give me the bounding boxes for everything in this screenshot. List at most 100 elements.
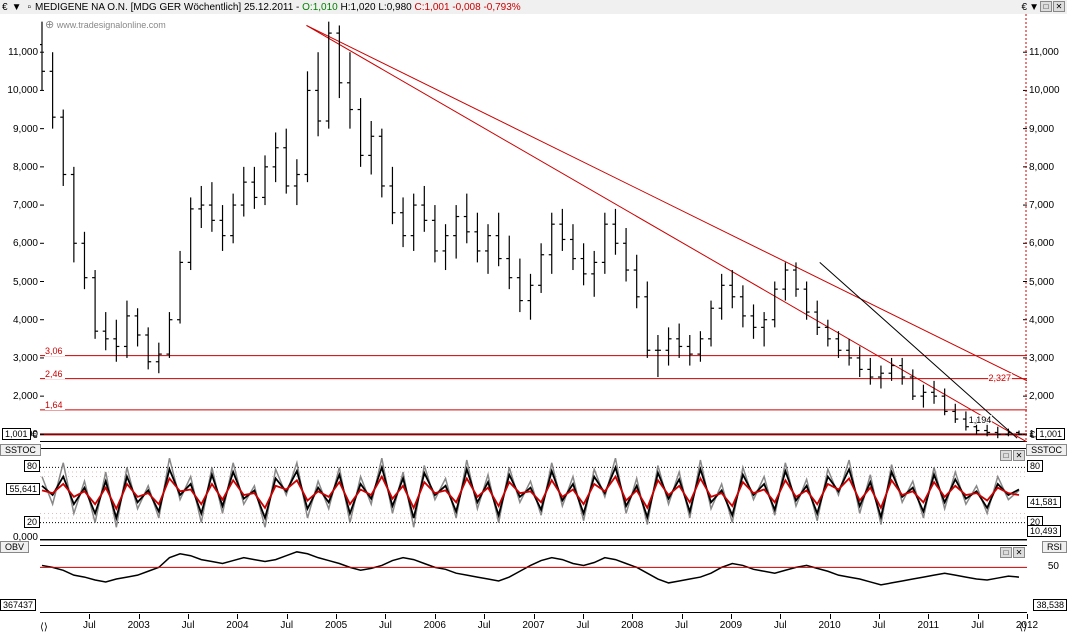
x-tick xyxy=(731,614,732,619)
x-tick-label: Jul xyxy=(971,620,984,631)
sstoc-level-label: 80 xyxy=(1027,460,1043,472)
obv-label-left: OBV xyxy=(0,541,29,553)
y-tick-label: 9,000 xyxy=(13,124,38,135)
y-axis-right-main: 1,0002,0003,0004,0005,0006,0007,0008,000… xyxy=(1027,14,1067,442)
y-tick-label: 9,000 xyxy=(1029,124,1054,135)
rsi-level-label: 50 xyxy=(1048,561,1059,572)
y-tick-label: 4,000 xyxy=(1029,315,1054,326)
x-tick xyxy=(89,614,90,619)
sstoc-window-controls: □ ✕ xyxy=(1000,450,1025,461)
scroll-right-handle[interactable]: ⟨⟩ xyxy=(1019,622,1027,633)
x-tick-label: Jul xyxy=(873,620,886,631)
obv-close-icon[interactable]: ✕ xyxy=(1013,547,1025,558)
y-tick-label: 3,000 xyxy=(1029,353,1054,364)
price-chart-svg xyxy=(40,14,1027,442)
sstoc-indicator-pane[interactable]: □ ✕ xyxy=(40,448,1027,540)
y-tick-label: 6,000 xyxy=(1029,238,1054,249)
y-axis-left-main: 1,0002,0003,0004,0005,0006,0007,0008,000… xyxy=(0,14,40,442)
ticker-title: MEDIGENE NA O.N. [MDG GER Wöchentlich] 2… xyxy=(35,2,521,13)
sstoc-value-tag: 10,493 xyxy=(1027,525,1061,537)
y-tick-label: 10,000 xyxy=(7,85,38,96)
sstoc-value-tag: 55,641 xyxy=(6,483,40,495)
y-tick-label: 2,000 xyxy=(1029,391,1054,402)
chart-header: € ▼ ▫ MEDIGENE NA O.N. [MDG GER Wöchentl… xyxy=(0,0,1067,14)
y-tick-label: 3,000 xyxy=(13,353,38,364)
x-tick xyxy=(188,614,189,619)
scroll-left-handle[interactable]: ⟨⟩ xyxy=(40,622,48,633)
x-tick xyxy=(682,614,683,619)
rsi-value-tag: 38,538 xyxy=(1033,599,1067,611)
x-tick-label: Jul xyxy=(774,620,787,631)
horizontal-line-label: 3,06 xyxy=(45,346,65,356)
x-tick xyxy=(583,614,584,619)
y-tick-label: 2,000 xyxy=(13,391,38,402)
x-tick-label: 2004 xyxy=(226,620,248,631)
window-controls: □ ✕ xyxy=(1040,1,1065,12)
sstoc-close-icon[interactable]: ✕ xyxy=(1013,450,1025,461)
x-tick xyxy=(830,614,831,619)
x-tick-label: 2005 xyxy=(325,620,347,631)
current-price-tag: 1,001 xyxy=(1036,428,1065,440)
sstoc-maximize-icon[interactable]: □ xyxy=(1000,450,1012,461)
currency-label-left: € xyxy=(2,2,8,13)
currency-axis-label: € xyxy=(32,430,38,441)
x-tick xyxy=(336,614,337,619)
x-tick-label: Jul xyxy=(280,620,293,631)
x-tick-label: Jul xyxy=(182,620,195,631)
x-tick xyxy=(484,614,485,619)
x-tick xyxy=(385,614,386,619)
main-price-chart[interactable] xyxy=(40,14,1027,442)
y-tick-label: 11,000 xyxy=(1029,47,1059,58)
x-tick xyxy=(780,614,781,619)
x-tick-label: 2006 xyxy=(424,620,446,631)
x-tick-label: Jul xyxy=(83,620,96,631)
sstoc-level-label: 80 xyxy=(24,460,40,472)
rsi-label-right: RSI xyxy=(1042,541,1067,553)
y-tick-label: 8,000 xyxy=(13,162,38,173)
y-tick-label: 4,000 xyxy=(13,315,38,326)
y-tick-label: 11,000 xyxy=(8,47,38,58)
horizontal-line-label: 1,64 xyxy=(45,400,65,410)
x-tick-label: Jul xyxy=(675,620,688,631)
maximize-icon[interactable]: □ xyxy=(1040,1,1052,12)
obv-maximize-icon[interactable]: □ xyxy=(1000,547,1012,558)
x-tick xyxy=(632,614,633,619)
x-tick xyxy=(1027,614,1028,619)
sstoc-y-axis-left: 802055,6410,000 xyxy=(0,448,40,540)
currency-dropdown-icon-right[interactable]: ▼ xyxy=(1029,2,1039,13)
y-tick-label: 7,000 xyxy=(1029,200,1054,211)
x-tick xyxy=(928,614,929,619)
x-tick-label: 2010 xyxy=(818,620,840,631)
chart-annotation: 1,194 xyxy=(968,415,993,425)
sstoc-value-tag: 41,581 xyxy=(1027,496,1061,508)
horizontal-line-label: 2,46 xyxy=(45,369,65,379)
y-tick-label: 8,000 xyxy=(1029,162,1054,173)
x-tick xyxy=(534,614,535,619)
y-tick-label: 5,000 xyxy=(1029,277,1054,288)
y-tick-label: 5,000 xyxy=(13,277,38,288)
x-tick-label: Jul xyxy=(478,620,491,631)
x-tick xyxy=(237,614,238,619)
x-tick-label: 2008 xyxy=(621,620,643,631)
obv-window-controls: □ ✕ xyxy=(1000,547,1025,558)
x-tick-label: 2003 xyxy=(128,620,150,631)
obv-value-tag: 367437 xyxy=(0,599,36,611)
obv-chart-svg xyxy=(40,546,1027,614)
x-tick xyxy=(978,614,979,619)
sstoc-level-label: 20 xyxy=(24,516,40,528)
x-tick xyxy=(435,614,436,619)
chart-annotation: 2,327 xyxy=(988,373,1013,383)
obv-indicator-pane[interactable]: □ ✕ xyxy=(40,545,1027,613)
y-tick-label: 7,000 xyxy=(13,200,38,211)
y-tick-label: 6,000 xyxy=(13,238,38,249)
x-tick-label: Jul xyxy=(576,620,589,631)
x-tick xyxy=(287,614,288,619)
chart-icon: ▫ xyxy=(27,2,31,13)
x-tick xyxy=(139,614,140,619)
currency-dropdown-icon[interactable]: ▼ xyxy=(12,2,22,13)
close-icon[interactable]: ✕ xyxy=(1053,1,1065,12)
currency-axis-label: € xyxy=(1029,430,1035,441)
sstoc-y-axis-right: 802041,58110,493 xyxy=(1027,448,1067,540)
currency-label-right: € xyxy=(1021,2,1027,13)
x-tick-label: 2009 xyxy=(720,620,742,631)
